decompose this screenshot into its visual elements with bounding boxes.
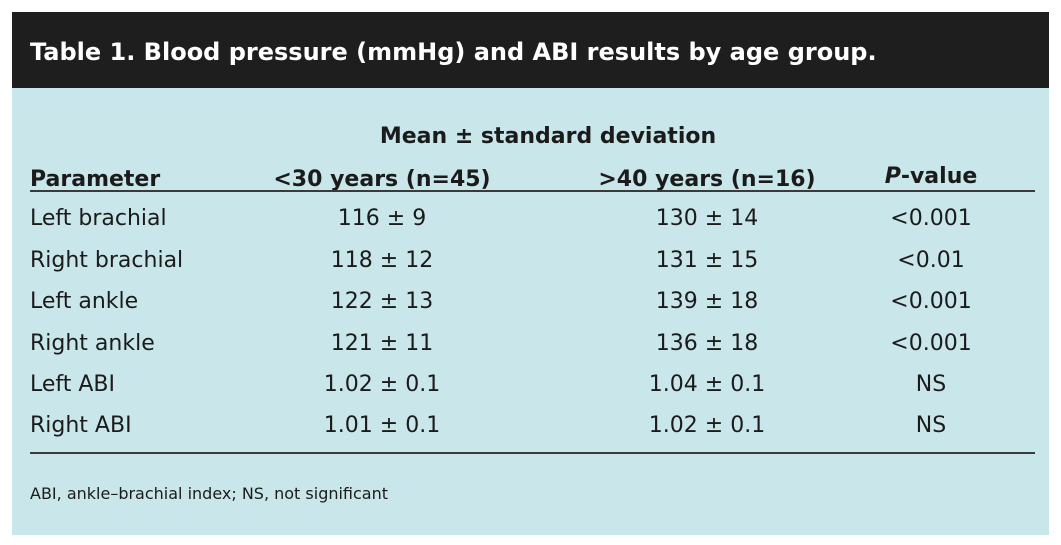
row-old-value: 139 ± 18 [655, 289, 759, 314]
row-young-value: 121 ± 11 [330, 331, 434, 356]
row-p-value: <0.001 [890, 206, 972, 231]
table-title-bar: Table 1. Blood pressure (mmHg) and ABI r… [12, 12, 1049, 88]
spanning-header: Mean ± standard deviation [379, 124, 717, 149]
row-old-value: 136 ± 18 [655, 331, 759, 356]
column-header-p-value: P-value [885, 164, 978, 190]
header-rule [30, 190, 1035, 192]
row-parameter: Left ankle [30, 289, 139, 314]
row-parameter: Right ankle [30, 331, 155, 356]
p-value-italic: P [884, 164, 901, 189]
row-young-value: 1.01 ± 0.1 [323, 413, 441, 438]
row-old-value: 131 ± 15 [655, 248, 759, 273]
table-title: Table 1. Blood pressure (mmHg) and ABI r… [30, 38, 877, 66]
row-p-value: <0.01 [897, 248, 965, 273]
row-parameter: Right brachial [30, 248, 184, 273]
row-p-value: <0.001 [890, 331, 972, 356]
row-young-value: 122 ± 13 [330, 289, 434, 314]
row-parameter: Right ABI [30, 413, 132, 438]
row-p-value: <0.001 [890, 289, 972, 314]
column-header-old: >40 years (n=16) [598, 167, 816, 192]
row-old-value: 1.04 ± 0.1 [648, 372, 766, 397]
column-header-parameter: Parameter [30, 167, 161, 192]
row-old-value: 1.02 ± 0.1 [648, 413, 766, 438]
row-young-value: 116 ± 9 [337, 206, 427, 231]
p-value-suffix: -value [900, 164, 978, 189]
row-young-value: 118 ± 12 [330, 248, 434, 273]
row-parameter: Left brachial [30, 206, 167, 231]
column-header-young: <30 years (n=45) [273, 167, 491, 192]
row-parameter: Left ABI [30, 372, 116, 397]
row-young-value: 1.02 ± 0.1 [323, 372, 441, 397]
row-p-value: NS [915, 372, 947, 397]
table-container: Table 1. Blood pressure (mmHg) and ABI r… [12, 12, 1049, 535]
row-old-value: 130 ± 14 [655, 206, 759, 231]
table-footnote: ABI, ankle–brachial index; NS, not signi… [30, 484, 389, 503]
row-p-value: NS [915, 413, 947, 438]
footer-rule [30, 452, 1035, 454]
